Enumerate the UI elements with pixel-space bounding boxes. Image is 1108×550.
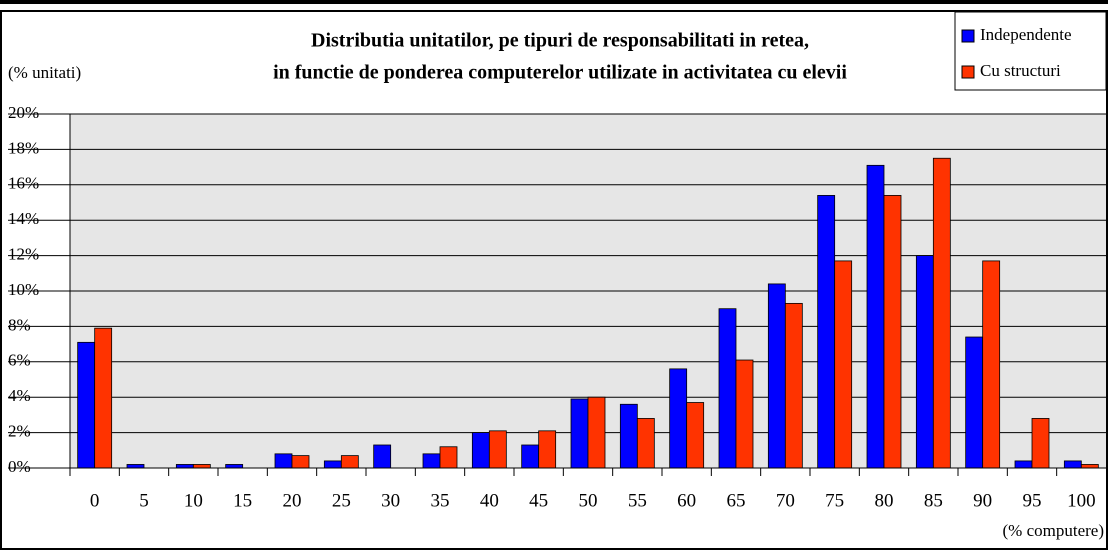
bar xyxy=(965,336,984,469)
bar xyxy=(932,157,951,469)
x-tick-label: 25 xyxy=(332,490,351,511)
bar xyxy=(636,418,655,469)
legend-label: Cu structuri xyxy=(980,61,1061,80)
legend-box xyxy=(954,11,1107,91)
bar xyxy=(1063,460,1082,469)
bar xyxy=(817,195,836,469)
y-tick-label: 4% xyxy=(8,386,31,405)
chart-title: Distributia unitatilor, pe tipuri de res… xyxy=(311,30,809,52)
bar xyxy=(1080,464,1099,469)
bar xyxy=(538,430,557,469)
bar xyxy=(488,430,507,469)
bar xyxy=(669,368,688,469)
bar xyxy=(422,453,441,469)
x-tick-label: 10 xyxy=(184,490,203,511)
bar xyxy=(686,402,705,469)
bar xyxy=(291,455,310,469)
y-tick-label: 20% xyxy=(8,103,39,122)
x-tick-label: 60 xyxy=(677,490,696,511)
x-tick-label: 75 xyxy=(825,490,844,511)
x-tick-label: 40 xyxy=(480,490,499,511)
bar xyxy=(471,432,490,469)
y-tick-label: 14% xyxy=(8,209,39,228)
bar xyxy=(866,164,885,469)
x-tick-label: 35 xyxy=(431,490,450,511)
x-axis-label: (% computere) xyxy=(1003,521,1104,540)
y-tick-label: 0% xyxy=(8,457,31,476)
bar xyxy=(323,460,342,469)
bar xyxy=(340,455,359,469)
x-tick-label: 15 xyxy=(233,490,252,511)
bar xyxy=(587,396,606,469)
chart-subtitle: in functie de ponderea computerelor util… xyxy=(273,62,847,84)
top-rule xyxy=(0,0,1108,4)
x-tick-label: 80 xyxy=(875,490,894,511)
y-tick-label: 8% xyxy=(8,315,31,334)
y-tick-label: 12% xyxy=(8,245,39,264)
bar xyxy=(1014,460,1033,469)
bar xyxy=(982,260,1001,469)
bar xyxy=(521,444,540,469)
bar xyxy=(274,453,293,469)
bar xyxy=(718,308,737,469)
bar xyxy=(225,464,244,469)
legend-swatch xyxy=(961,29,975,43)
legend-label: Independente xyxy=(980,25,1072,44)
x-tick-label: 20 xyxy=(283,490,302,511)
x-tick-label: 95 xyxy=(1023,490,1042,511)
bar xyxy=(192,464,211,469)
bar xyxy=(439,446,458,469)
x-tick-label: 65 xyxy=(727,490,746,511)
bar xyxy=(767,283,786,469)
bar xyxy=(373,444,392,469)
y-tick-label: 18% xyxy=(8,138,39,157)
x-tick-label: 100 xyxy=(1067,490,1096,511)
x-tick-label: 70 xyxy=(776,490,795,511)
bar xyxy=(883,195,902,469)
bar xyxy=(784,302,803,469)
bar xyxy=(619,403,638,469)
legend-swatch xyxy=(961,65,975,79)
bar xyxy=(94,327,113,469)
y-axis-label: (% unitati) xyxy=(8,63,81,82)
bar xyxy=(77,341,96,469)
x-tick-label: 55 xyxy=(628,490,647,511)
x-tick-label: 5 xyxy=(139,490,149,511)
bar xyxy=(735,359,754,469)
bar xyxy=(175,464,194,469)
x-tick-label: 85 xyxy=(924,490,943,511)
bar xyxy=(1031,418,1050,469)
y-tick-label: 16% xyxy=(8,174,39,193)
x-tick-label: 0 xyxy=(90,490,100,511)
x-tick-label: 90 xyxy=(973,490,992,511)
bar xyxy=(126,464,145,469)
bar xyxy=(834,260,853,469)
x-tick-label: 50 xyxy=(579,490,598,511)
y-tick-label: 10% xyxy=(8,280,39,299)
x-tick-label: 45 xyxy=(529,490,548,511)
bar xyxy=(915,255,934,469)
bar xyxy=(570,398,589,469)
y-tick-label: 2% xyxy=(8,422,31,441)
y-tick-label: 6% xyxy=(8,351,31,370)
x-tick-label: 30 xyxy=(381,490,400,511)
